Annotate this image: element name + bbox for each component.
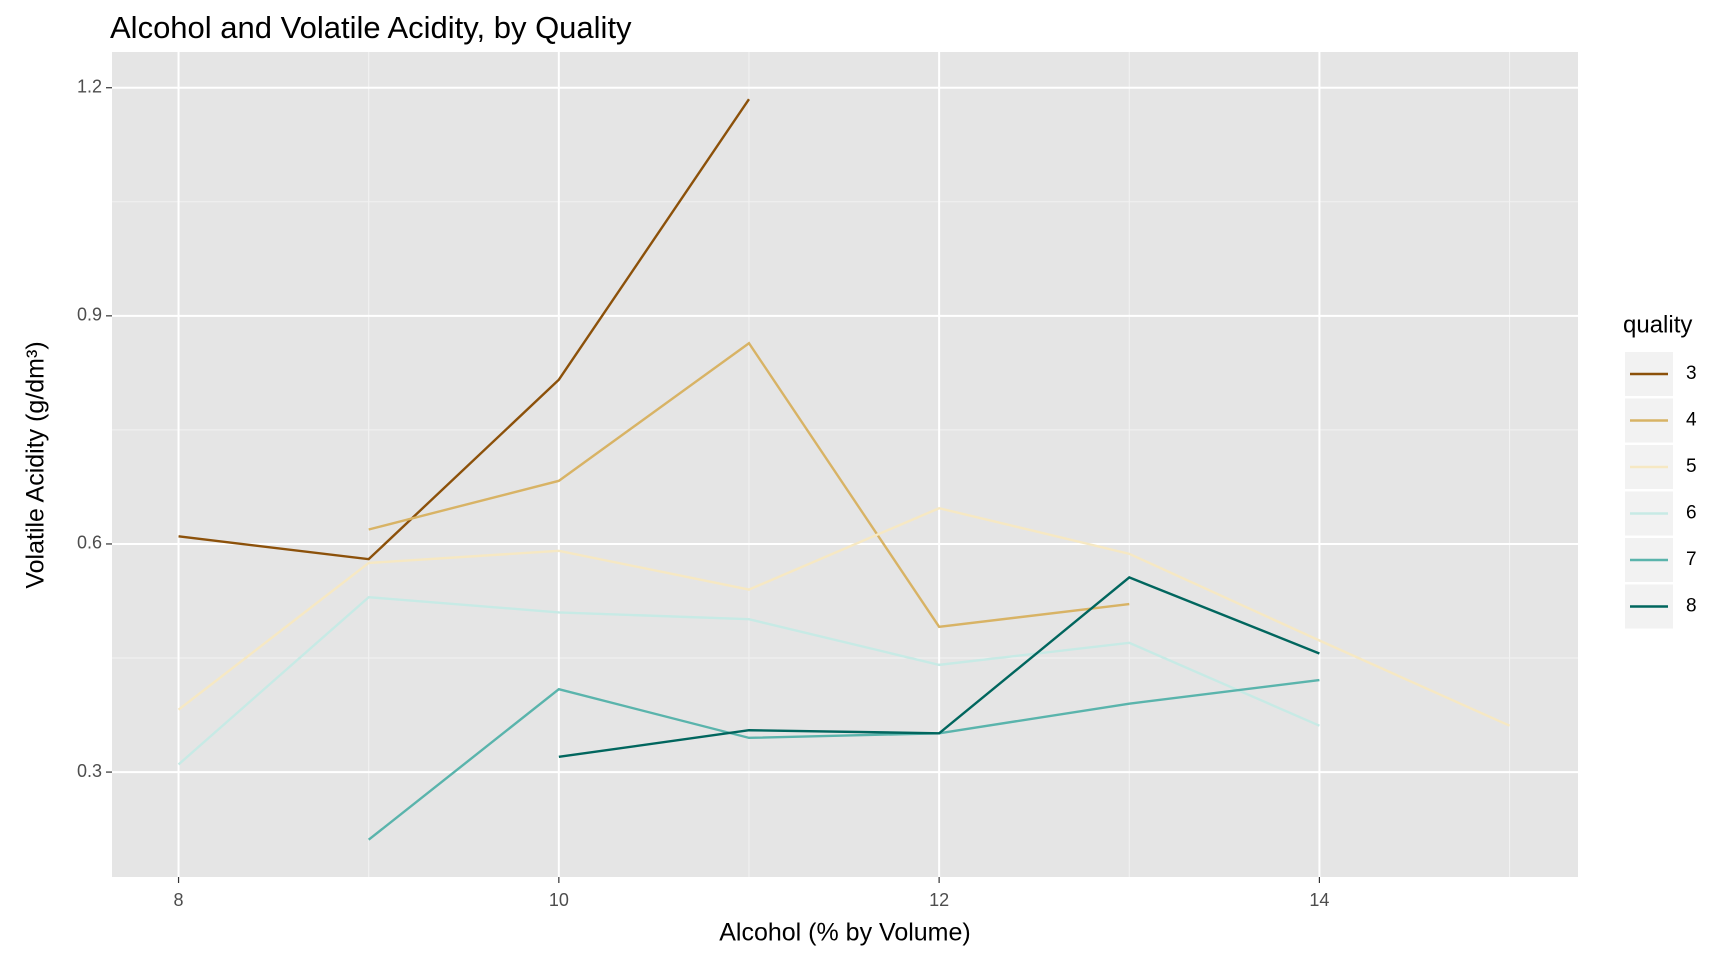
series-line <box>177 595 1320 766</box>
legend-label: 6 <box>1686 503 1697 524</box>
series-line <box>368 341 1130 629</box>
legend-label: 8 <box>1686 596 1697 617</box>
series-line <box>178 98 750 561</box>
chart-title: Alcohol and Volatile Acidity, by Quality <box>110 10 632 45</box>
legend-label: 7 <box>1686 549 1697 570</box>
y-axis-title: Volatile Acidity (g/dm³) <box>22 341 50 588</box>
series-line <box>558 576 1320 759</box>
x-tick-label: 8 <box>174 890 184 910</box>
x-tick-label: 12 <box>929 890 949 910</box>
x-axis-title: Alcohol (% by Volume) <box>719 919 971 947</box>
x-tick-label: 14 <box>1309 890 1329 910</box>
legend-title: quality <box>1623 311 1692 338</box>
x-tick-label: 10 <box>549 890 569 910</box>
series-line <box>367 678 1320 841</box>
y-tick-label: 0.6 <box>77 533 102 553</box>
y-tick-label: 0.9 <box>77 305 102 325</box>
plot-panel <box>112 52 1578 877</box>
legend-label: 5 <box>1686 456 1697 477</box>
legend-label: 4 <box>1686 410 1697 431</box>
y-tick-label: 0.3 <box>77 761 102 781</box>
legend-label: 3 <box>1686 363 1697 384</box>
y-tick-label: 1.2 <box>77 76 102 96</box>
series-line <box>177 506 1511 727</box>
